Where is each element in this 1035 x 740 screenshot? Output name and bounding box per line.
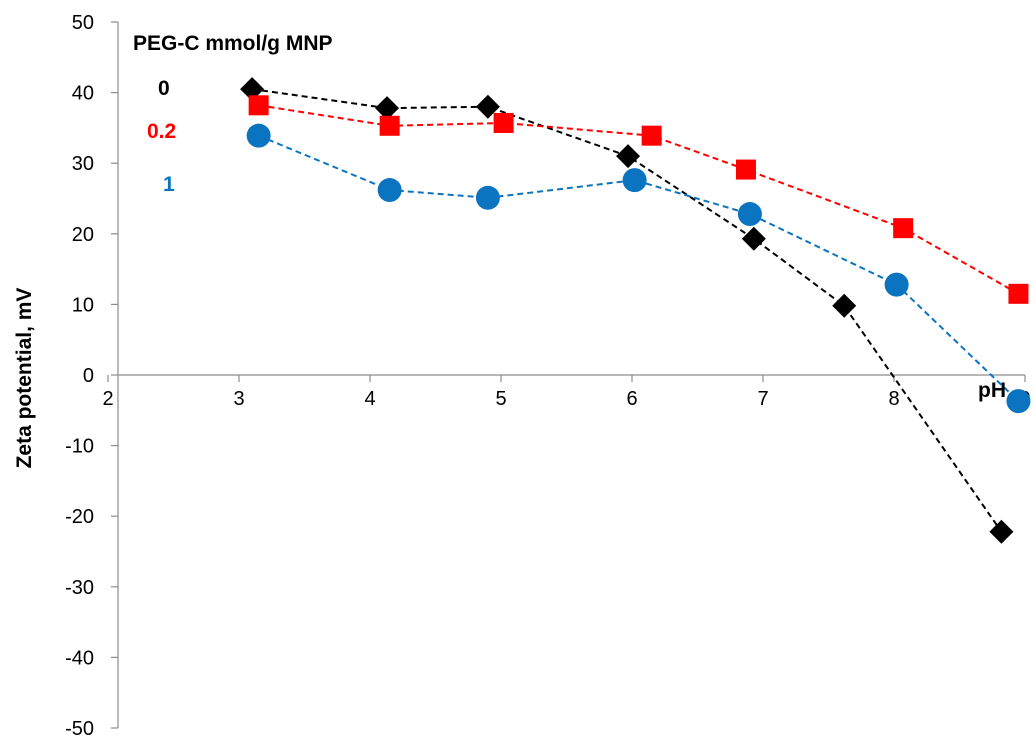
data-point-circle	[884, 272, 909, 297]
y-axis-title: Zeta potential, mV	[13, 288, 36, 469]
y-tick-label: -20	[65, 506, 94, 528]
legend-title: PEG-C mmol/g MNP	[133, 32, 333, 55]
x-tick-label: 5	[495, 388, 506, 410]
data-point-circle	[622, 168, 647, 193]
series-line-1	[258, 104, 1019, 295]
x-tick-label: 6	[626, 388, 637, 410]
data-point-square	[641, 125, 662, 146]
data-point-square	[735, 159, 756, 180]
series-markers	[240, 77, 1031, 544]
y-tick-label: -50	[65, 718, 94, 740]
data-point-circle	[475, 185, 500, 210]
y-tick-label: -40	[65, 647, 94, 669]
x-tick-label: 4	[364, 388, 375, 410]
data-point-diamond	[475, 94, 500, 119]
x-tick-label: 2	[102, 388, 113, 410]
data-point-diamond	[832, 293, 857, 318]
y-tick-label: 30	[72, 153, 94, 175]
y-tick-label: -10	[65, 436, 94, 458]
y-tick-label: 50	[72, 12, 94, 34]
data-point-diamond	[989, 519, 1014, 544]
axes: -50-40-30-20-100102030405023456789	[65, 12, 1030, 740]
legend-entry-2: 1	[163, 173, 175, 196]
data-point-square	[893, 218, 914, 239]
data-point-diamond	[741, 226, 766, 251]
data-point-square	[1008, 283, 1029, 304]
data-point-circle	[246, 123, 271, 148]
data-point-diamond	[616, 144, 641, 169]
y-tick-label: 40	[72, 83, 94, 105]
data-point-square	[248, 95, 269, 116]
data-point-circle	[737, 202, 762, 227]
x-tick-label: 7	[757, 388, 768, 410]
y-tick-label: -30	[65, 577, 94, 599]
x-axis-title: pH	[978, 379, 1006, 402]
data-point-square	[379, 115, 400, 136]
y-tick-label: 10	[72, 294, 94, 316]
data-point-circle	[1006, 389, 1031, 414]
legend-entry-0: 0	[158, 77, 170, 100]
y-tick-label: 20	[72, 224, 94, 246]
legend: PEG-C mmol/g MNP 0 0.2 1	[133, 32, 333, 196]
x-tick-label: 8	[888, 388, 899, 410]
legend-entry-1: 0.2	[147, 120, 176, 143]
x-tick-label: 3	[233, 388, 244, 410]
data-point-diamond	[240, 77, 265, 102]
y-tick-label: 0	[83, 365, 94, 387]
data-point-diamond	[375, 96, 400, 121]
data-point-square	[493, 112, 514, 133]
data-point-circle	[377, 178, 402, 203]
